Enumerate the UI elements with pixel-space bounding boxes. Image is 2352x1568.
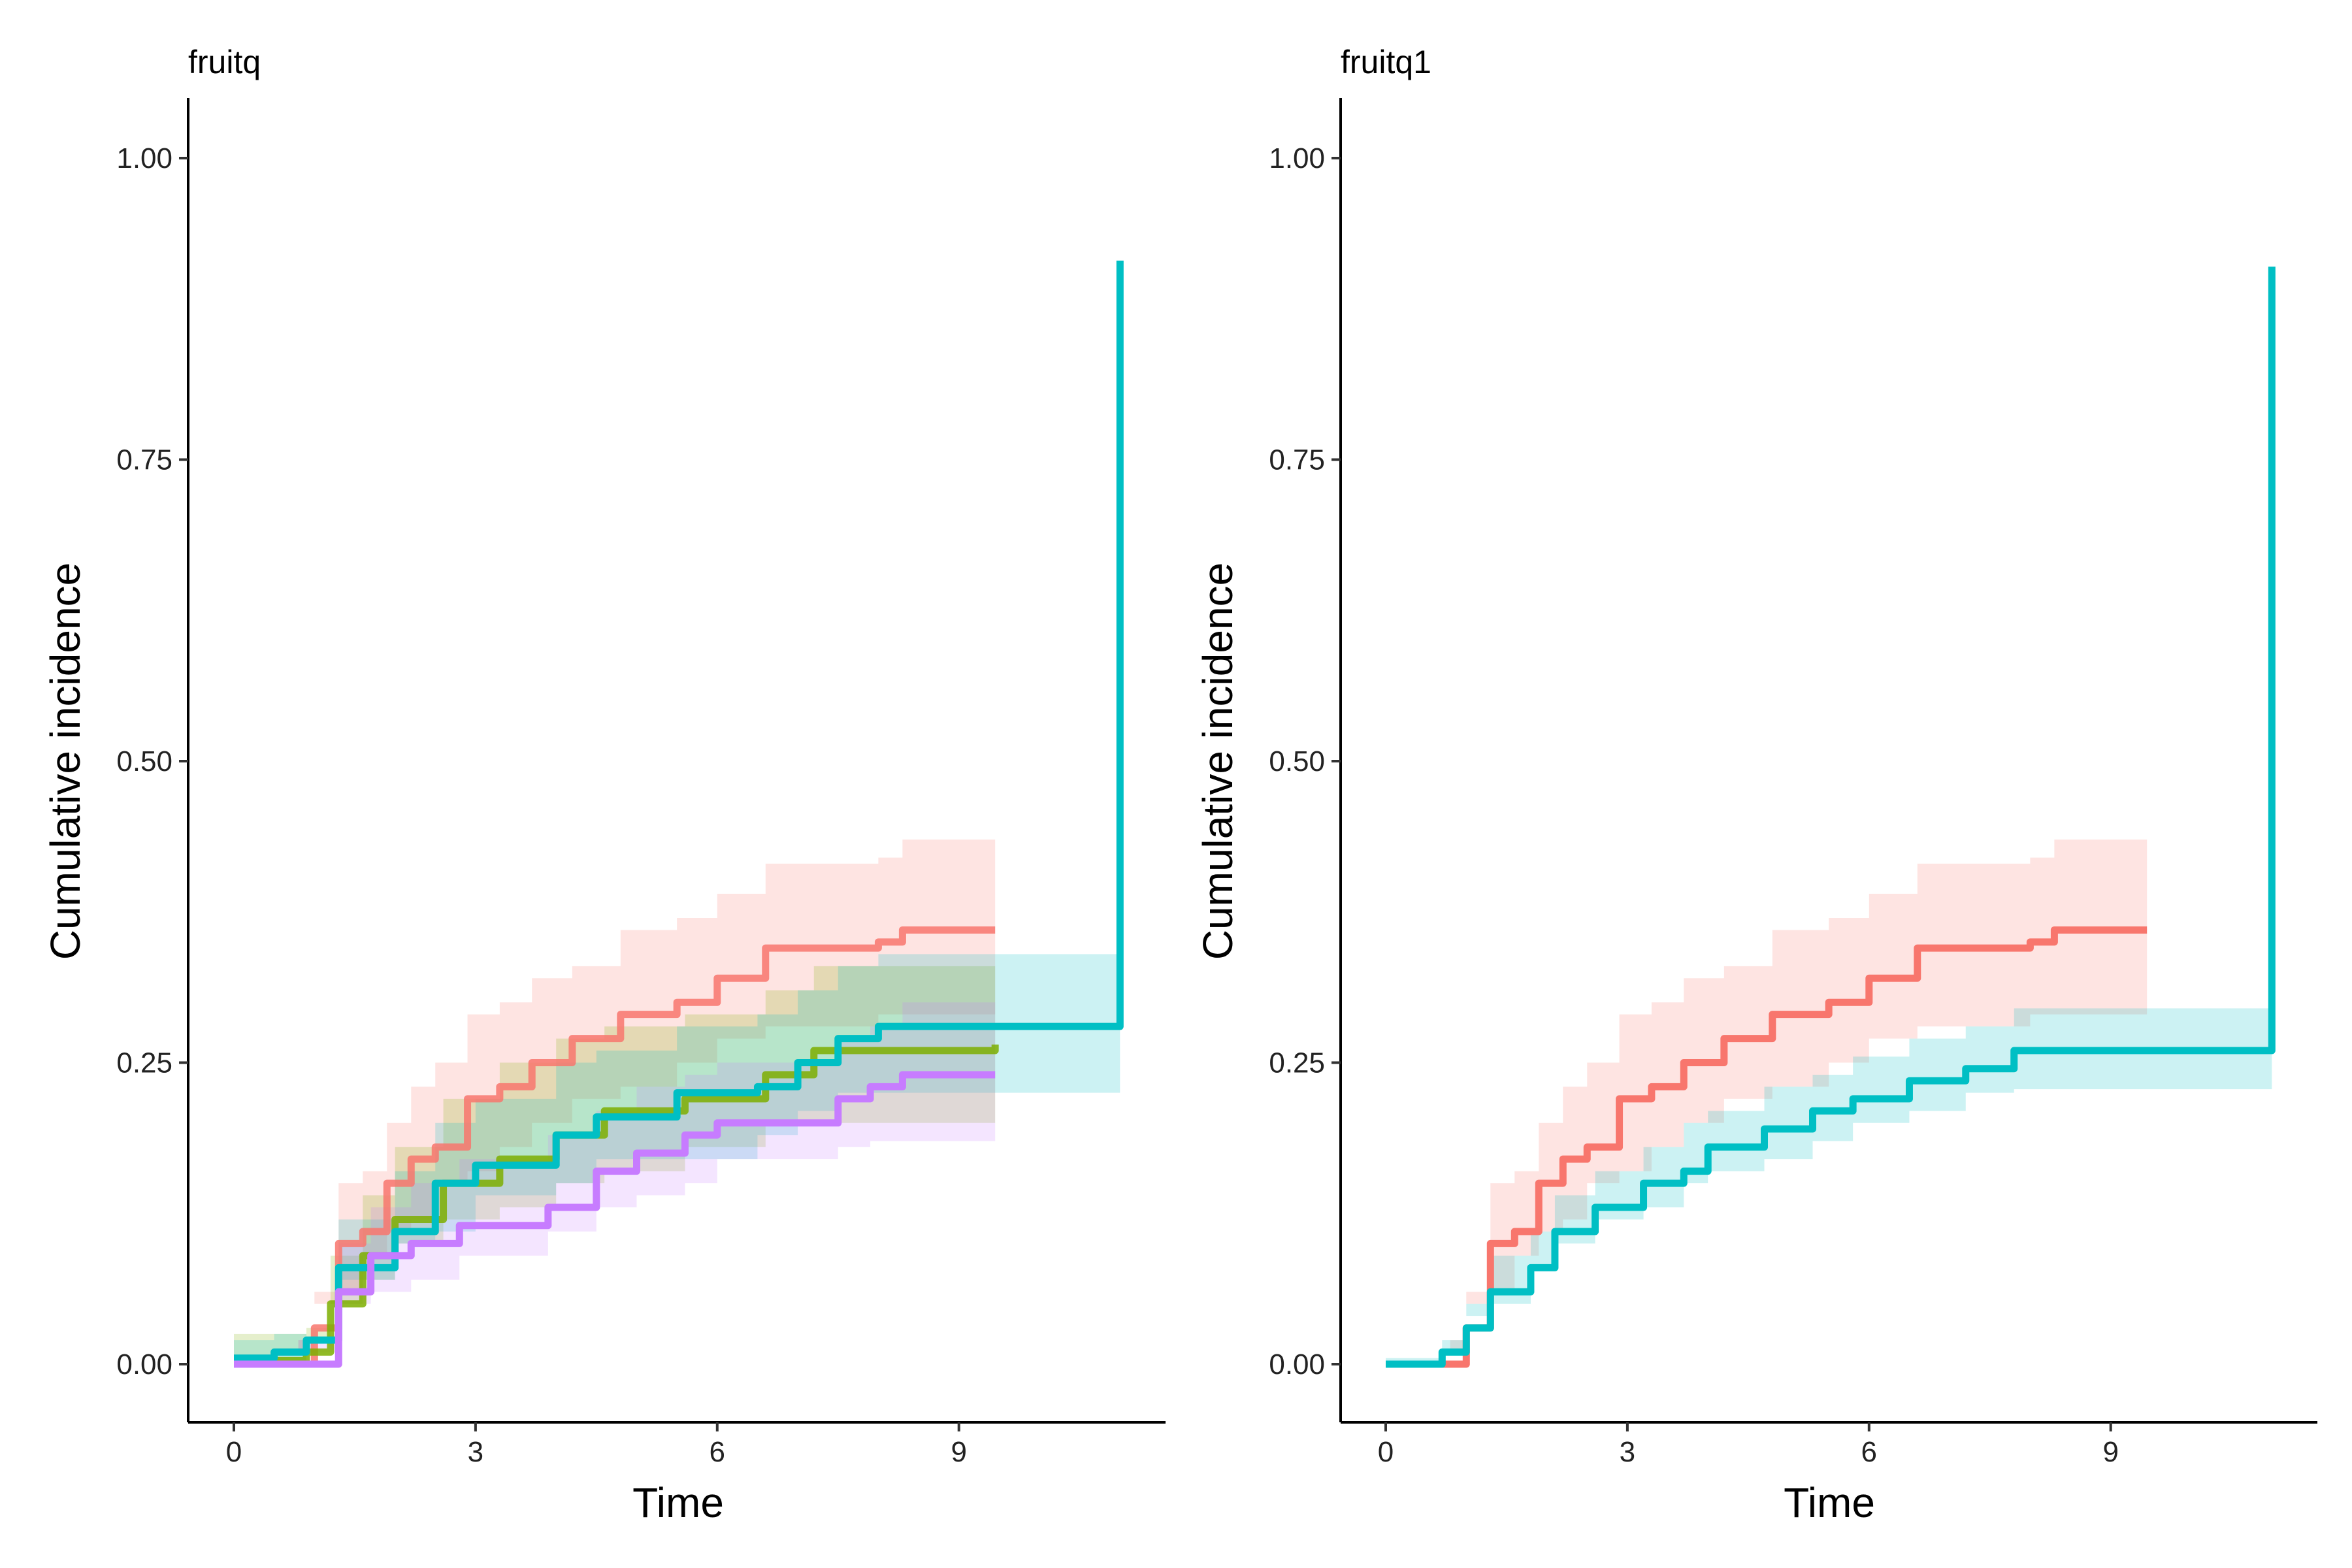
y-tick-label: 0.00 — [1269, 1348, 1325, 1380]
y-axis-title: Cumulative incidence — [42, 563, 89, 960]
series-line-0 — [234, 926, 996, 1368]
panel-title: fruitq — [188, 44, 261, 80]
x-tick-label: 0 — [1378, 1436, 1394, 1468]
x-tick-label: 3 — [1620, 1436, 1635, 1468]
x-tick-label: 3 — [468, 1436, 483, 1468]
y-tick-label: 0.25 — [116, 1047, 172, 1079]
series-line-2 — [234, 260, 1124, 1362]
series-line-1 — [234, 1044, 999, 1364]
panel-fruitq: fruitq Time Cumulative incidence 0.00 0.2… — [42, 44, 1166, 1526]
y-tick-label: 1.00 — [116, 142, 172, 174]
series-line-1 — [1386, 267, 2276, 1368]
y-axis-title: Cumulative incidence — [1194, 563, 1241, 960]
x-tick-label: 6 — [710, 1436, 725, 1468]
y-tick-label: 0.50 — [116, 745, 172, 777]
y-tick-label: 0.00 — [116, 1348, 172, 1380]
x-tick-label: 9 — [2102, 1436, 2118, 1468]
series-line-3 — [234, 1071, 996, 1368]
x-axis-title: Time — [632, 1479, 724, 1526]
y-tick-label: 0.75 — [116, 444, 172, 476]
series-line-0 — [1386, 926, 2148, 1368]
y-tick-label: 0.50 — [1269, 745, 1325, 777]
confidence-band-2 — [234, 954, 1120, 1364]
y-tick-label: 0.75 — [1269, 444, 1325, 476]
panel-fruitq1: fruitq1 Time Cumulative incidence 0.00 0.… — [1194, 44, 2317, 1526]
y-tick-label: 1.00 — [1269, 142, 1325, 174]
x-axis-title: Time — [1784, 1479, 1875, 1526]
panel-title: fruitq1 — [1341, 44, 1431, 80]
x-tick-label: 0 — [226, 1436, 242, 1468]
x-tick-label: 6 — [1861, 1436, 1877, 1468]
y-tick-label: 0.25 — [1269, 1047, 1325, 1079]
x-tick-label: 9 — [951, 1436, 966, 1468]
confidence-band-1 — [1386, 1008, 2272, 1364]
confidence-band-3 — [234, 1002, 996, 1364]
confidence-band-0 — [1386, 839, 2148, 1364]
confidence-band-0 — [234, 839, 996, 1364]
